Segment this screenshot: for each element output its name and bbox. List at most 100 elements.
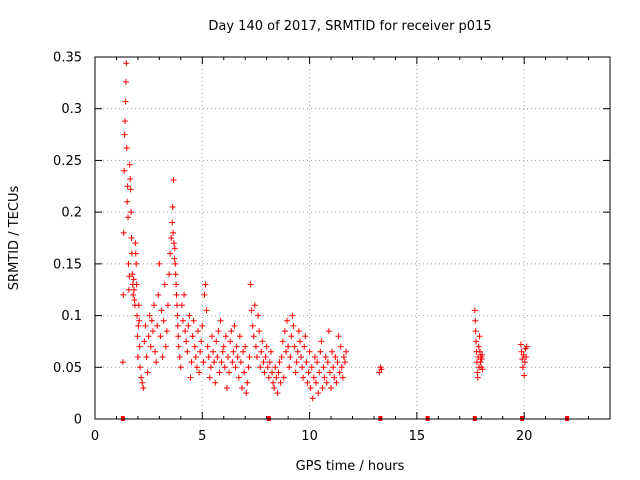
data-point (227, 338, 234, 345)
data-point (148, 317, 155, 324)
data-point (177, 364, 184, 371)
data-point (161, 281, 168, 288)
data-point (340, 353, 347, 360)
data-point (120, 229, 127, 236)
x-axis-label: GPS time / hours (296, 459, 405, 474)
data-point (141, 338, 148, 345)
x-tick-label: 15 (409, 429, 426, 444)
data-point (523, 353, 530, 360)
data-point (280, 374, 287, 381)
data-point (119, 359, 126, 366)
data-point (164, 302, 171, 309)
data-point (153, 359, 160, 366)
data-point (145, 333, 152, 340)
data-point (229, 359, 236, 366)
data-point (518, 348, 525, 355)
plot-frame (94, 56, 611, 420)
data-point (169, 219, 176, 226)
data-point (188, 359, 195, 366)
data-point (226, 369, 233, 376)
data-point (167, 250, 174, 257)
data-point (323, 379, 330, 386)
data-point (337, 343, 344, 350)
data-point (160, 317, 167, 324)
data-point (234, 353, 241, 360)
data-point (335, 333, 342, 340)
data-point (170, 177, 177, 184)
data-point (136, 343, 143, 350)
data-point (139, 379, 146, 386)
data-point (278, 353, 285, 360)
data-point (523, 343, 530, 350)
data-point (271, 384, 278, 391)
grid-lines (95, 57, 610, 419)
data-point (230, 348, 237, 355)
data-point (219, 348, 226, 355)
data-point (138, 374, 145, 381)
data-point (187, 374, 194, 381)
data-point (262, 353, 269, 360)
data-point (307, 384, 314, 391)
data-point (244, 379, 251, 386)
chart-title: Day 140 of 2017, SRMTID for receiver p01… (208, 19, 491, 34)
data-point (174, 312, 181, 319)
data-point (321, 374, 328, 381)
data-point (132, 240, 139, 247)
data-point (473, 338, 480, 345)
data-point (163, 328, 170, 335)
data-point (343, 348, 350, 355)
data-point (519, 364, 526, 371)
data-point (212, 379, 219, 386)
data-point (222, 333, 229, 340)
data-point (318, 338, 325, 345)
data-point (330, 364, 337, 371)
data-point (248, 307, 255, 314)
data-point (137, 364, 144, 371)
data-point (220, 343, 227, 350)
y-tick-label: 0.1 (61, 309, 82, 324)
data-point (521, 359, 528, 366)
data-point (159, 353, 166, 360)
data-point (181, 291, 188, 298)
data-point (228, 328, 235, 335)
data-point (295, 328, 302, 335)
data-point (155, 291, 162, 298)
data-point (265, 374, 272, 381)
data-point (304, 379, 311, 386)
data-point (124, 183, 131, 190)
data-point (260, 359, 267, 366)
data-point (331, 374, 338, 381)
data-point (151, 302, 158, 309)
data-point (129, 271, 136, 278)
data-point (474, 374, 481, 381)
data-point (178, 302, 185, 309)
data-point (207, 364, 214, 371)
data-series (119, 60, 530, 402)
data-point (157, 333, 164, 340)
x-tick-label: 0 (91, 429, 99, 444)
data-point (142, 322, 149, 329)
y-tick-label: 0.05 (53, 361, 82, 376)
data-point (476, 333, 483, 340)
data-point (242, 343, 249, 350)
data-point (123, 60, 130, 67)
data-point (329, 348, 336, 355)
data-point (134, 353, 141, 360)
y-tick-label: 0.3 (61, 102, 82, 117)
data-point (217, 317, 224, 324)
data-point (288, 333, 295, 340)
data-point (249, 322, 256, 329)
data-point (149, 328, 156, 335)
data-point (125, 286, 132, 293)
data-point (144, 369, 151, 376)
data-point (205, 353, 212, 360)
data-point (310, 374, 317, 381)
data-point (258, 348, 265, 355)
data-point (313, 379, 320, 386)
data-point (213, 338, 220, 345)
data-point (169, 203, 176, 210)
data-point (135, 302, 142, 309)
data-point (146, 312, 153, 319)
data-point (246, 353, 253, 360)
data-point (301, 343, 308, 350)
